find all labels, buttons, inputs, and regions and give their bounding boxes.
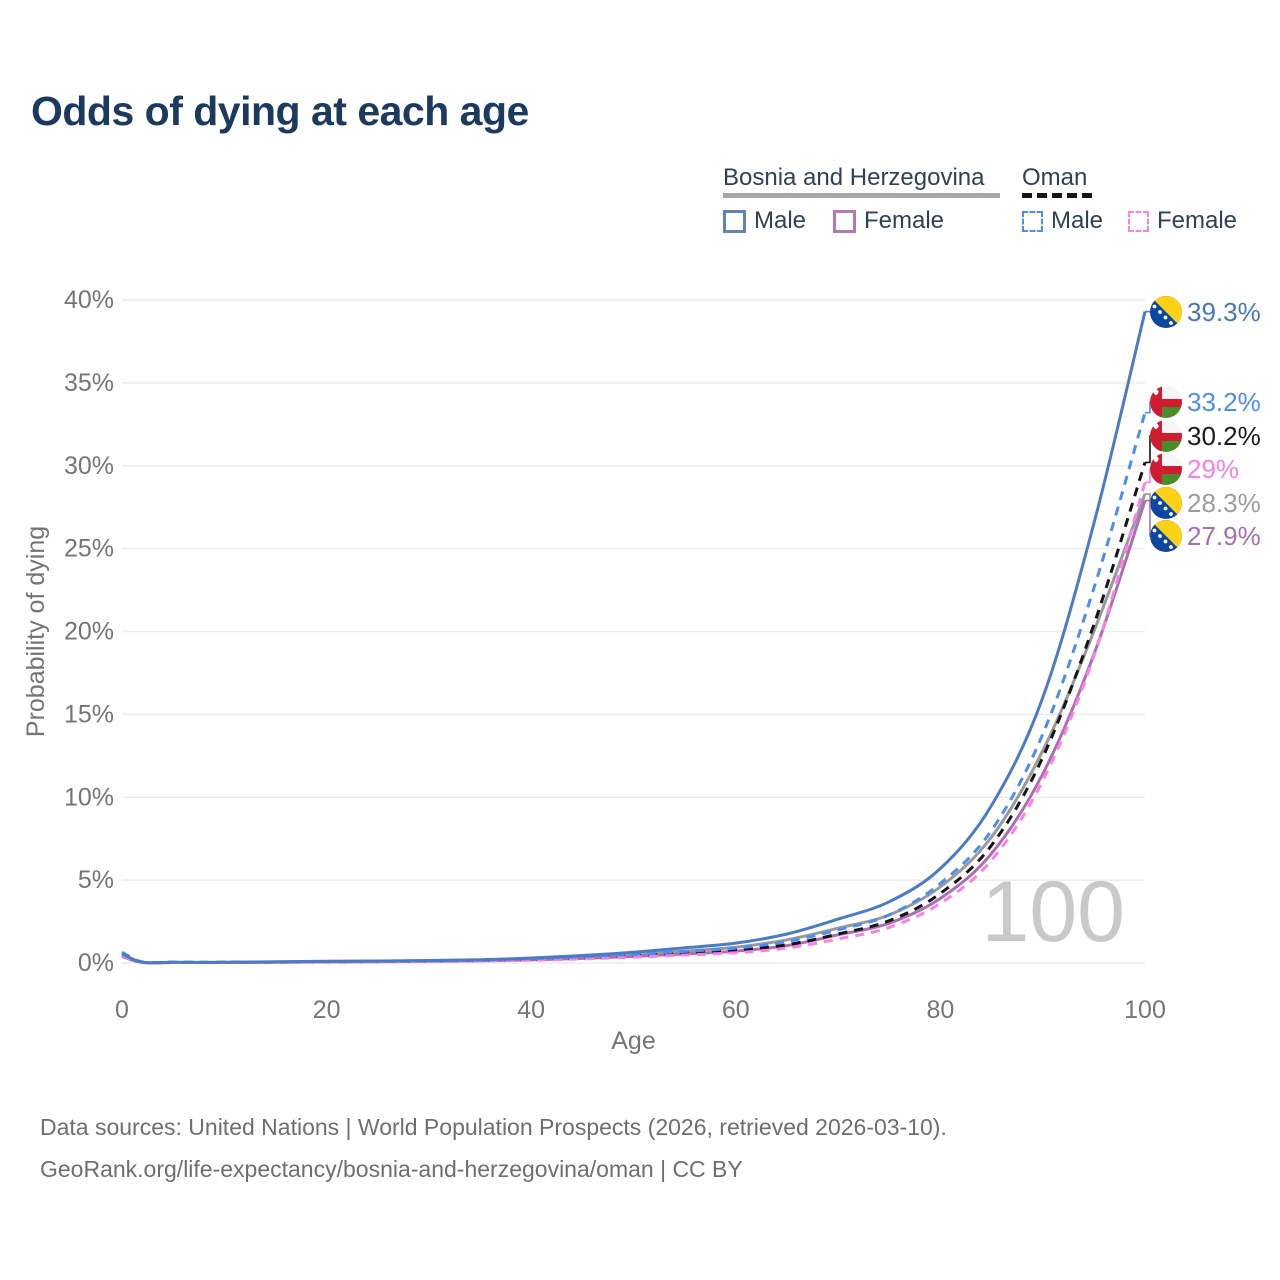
- legend-country-bosnia: Bosnia and Herzegovina: [723, 164, 985, 191]
- y-tick-label: 0%: [78, 949, 114, 977]
- series-end-label: 33.2%: [1187, 387, 1261, 417]
- oman-flag-icon: [1150, 453, 1182, 485]
- x-axis-title: Age: [611, 1027, 655, 1055]
- legend-item-bosnia-male[interactable]: Male: [723, 207, 806, 235]
- legend-label-bosnia-female: Female: [864, 207, 945, 234]
- footer-attribution: GeoRank.org/life-expectancy/bosnia-and-h…: [40, 1156, 743, 1182]
- y-axis-title: Probability of dying: [22, 526, 50, 737]
- y-tick-label: 40%: [64, 286, 114, 314]
- series-end-label: 29%: [1187, 454, 1239, 484]
- footer: Data sources: United Nations | World Pop…: [40, 1106, 947, 1190]
- legend-swatch-oman-male: [1022, 210, 1043, 232]
- legend-underline-oman-dashed: [1022, 193, 1092, 198]
- legend-underline-bosnia-solid: [723, 193, 1000, 198]
- legend-item-bosnia-female[interactable]: Female: [833, 207, 944, 235]
- legend-country-oman: Oman: [1022, 164, 1088, 191]
- y-tick-label: 25%: [64, 535, 114, 563]
- footer-data-sources: Data sources: United Nations | World Pop…: [40, 1114, 947, 1140]
- series-end-label: 28.3%: [1187, 488, 1261, 518]
- bosnia-flag-icon: [1150, 520, 1182, 552]
- chart-title: Odds of dying at each age: [31, 88, 529, 134]
- legend-label-oman-male: Male: [1051, 207, 1104, 234]
- y-tick-label: 10%: [64, 783, 114, 811]
- legend-swatch-oman-female: [1128, 210, 1149, 232]
- series-line-bosnia-and-herzegovina-male: [121, 311, 1147, 965]
- y-tick-label: 30%: [64, 452, 114, 480]
- legend: Bosnia and Herzegovina Oman Male Female …: [0, 164, 1280, 244]
- legend-label-bosnia-male: Male: [754, 207, 807, 234]
- watermark: 100: [982, 864, 1126, 960]
- legend-label-oman-female: Female: [1157, 207, 1238, 234]
- x-tick-label: 100: [1124, 996, 1166, 1024]
- series-end-label: 27.9%: [1187, 521, 1261, 551]
- bosnia-flag-icon: [1150, 296, 1182, 328]
- series-line-oman-female: [121, 481, 1147, 965]
- legend-swatch-bosnia-female: [833, 209, 856, 233]
- legend-swatch-bosnia-male: [723, 209, 746, 233]
- x-tick-label: 0: [115, 996, 129, 1024]
- x-tick-label: 20: [313, 996, 341, 1024]
- series-end-label: 30.2%: [1187, 421, 1261, 451]
- bosnia-flag-icon: [1150, 487, 1182, 519]
- x-tick-label: 40: [517, 996, 545, 1024]
- oman-flag-icon: [1150, 420, 1182, 452]
- oman-flag-icon: [1150, 386, 1182, 418]
- line-chart: 100 0% 5% 10% 15% 20% 25% 30% 35% 40% 0 20 40 60 80 100…: [22, 286, 1261, 1055]
- series-end-label: 39.3%: [1187, 297, 1261, 327]
- x-tick-label: 60: [722, 996, 750, 1024]
- y-tick-label: 15%: [64, 700, 114, 728]
- legend-item-oman-female[interactable]: Female: [1128, 207, 1237, 235]
- legend-item-oman-male[interactable]: Male: [1022, 207, 1103, 235]
- x-tick-label: 80: [926, 996, 954, 1024]
- y-tick-label: 5%: [78, 866, 114, 894]
- y-tick-label: 35%: [64, 369, 114, 397]
- y-tick-label: 20%: [64, 618, 114, 646]
